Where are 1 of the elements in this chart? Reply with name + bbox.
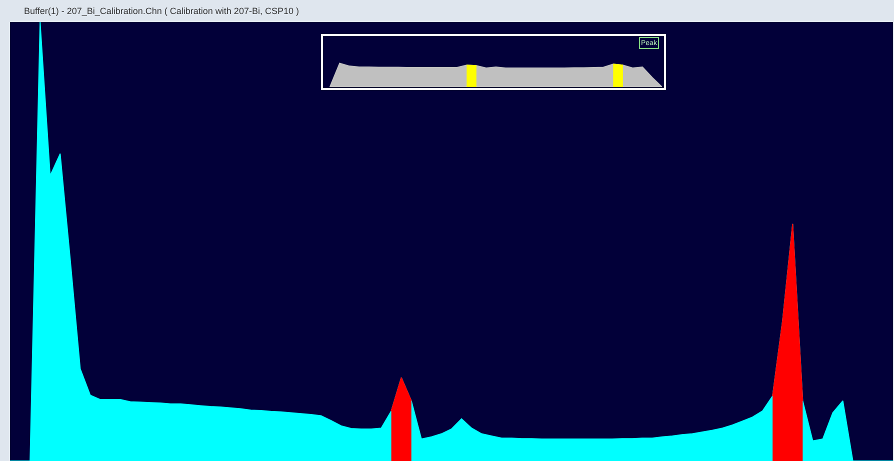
chart-title: Buffer(1) - 207_Bi_Calibration.Chn ( Calibration with 207-Bi, CSP10 ) [24, 6, 299, 16]
